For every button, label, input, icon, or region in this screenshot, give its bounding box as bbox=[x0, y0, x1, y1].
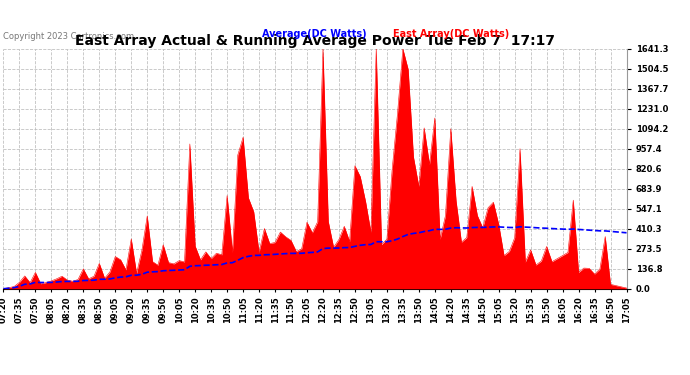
Title: East Array Actual & Running Average Power Tue Feb 7  17:17: East Array Actual & Running Average Powe… bbox=[75, 34, 555, 48]
Text: Average(DC Watts): Average(DC Watts) bbox=[262, 29, 367, 39]
Text: East Array(DC Watts): East Array(DC Watts) bbox=[393, 29, 509, 39]
Text: Copyright 2023 Cartronics.com: Copyright 2023 Cartronics.com bbox=[3, 32, 135, 41]
